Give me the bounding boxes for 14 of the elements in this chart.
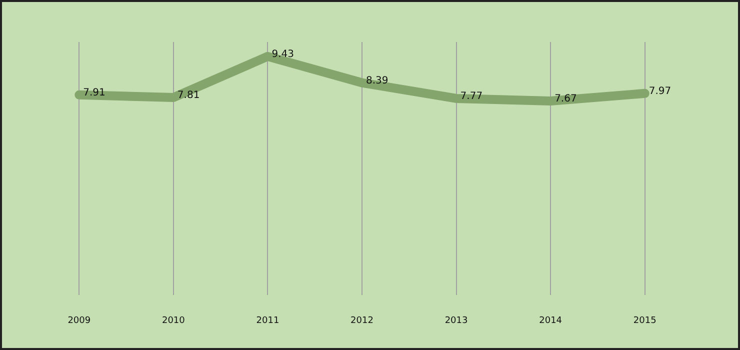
x-tick-label: 2013: [444, 316, 468, 326]
x-tick-label: 2014: [539, 316, 562, 326]
x-tick-label: 2012: [350, 316, 374, 326]
data-label: 7.91: [83, 88, 106, 99]
data-label: 7.97: [648, 86, 672, 97]
x-tick-label: 2011: [256, 316, 280, 326]
data-label: 7.67: [554, 94, 577, 105]
data-label: 7.77: [460, 91, 483, 102]
data-label: 8.39: [366, 75, 388, 86]
data-label: 7.81: [177, 90, 200, 102]
x-tick-label: 2009: [68, 316, 91, 326]
x-tick-label: 2015: [633, 316, 656, 326]
data-label: 9.43: [272, 49, 294, 60]
x-tick-label: 2010: [162, 316, 186, 326]
